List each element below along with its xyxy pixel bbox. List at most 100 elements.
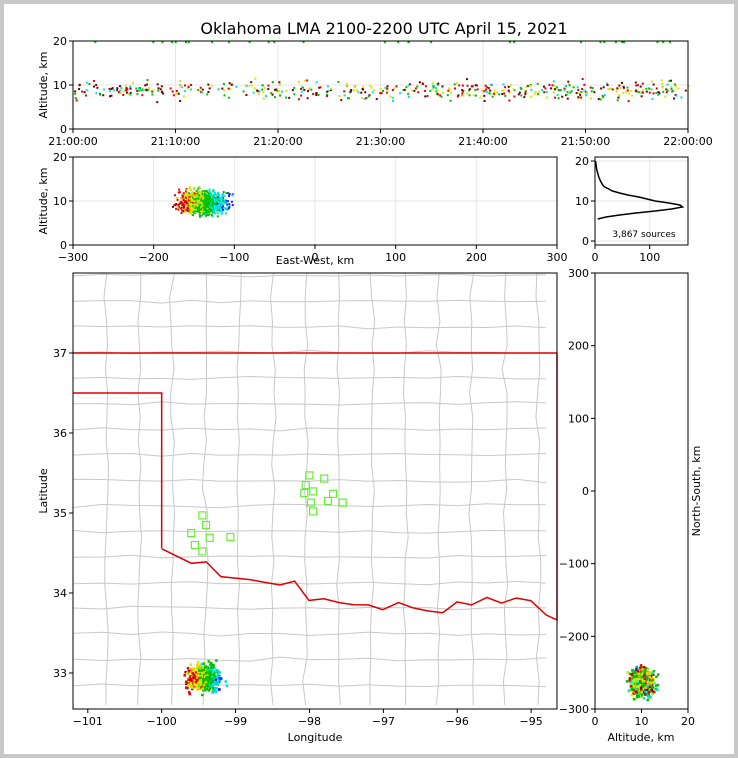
data-point (386, 87, 389, 90)
data-point (579, 41, 582, 43)
data-point (228, 88, 231, 91)
data-point (193, 681, 196, 685)
data-point (536, 82, 539, 85)
data-point (483, 99, 486, 102)
data-point (395, 85, 398, 88)
data-point (213, 197, 216, 200)
data-point (641, 678, 644, 681)
data-point (450, 91, 453, 94)
data-point (559, 89, 562, 92)
data-point (557, 88, 560, 91)
data-point (644, 667, 648, 670)
y-tick-label: 20 (53, 35, 67, 48)
data-point (171, 90, 174, 93)
y-tick-label: 200 (568, 340, 589, 353)
data-point (607, 88, 610, 91)
data-point (175, 196, 178, 199)
data-point (629, 685, 633, 688)
data-point (193, 192, 196, 195)
data-point (122, 93, 125, 96)
data-point (209, 192, 212, 195)
data-point (310, 88, 313, 91)
data-point (656, 41, 659, 43)
data-point (636, 669, 640, 673)
data-point (202, 666, 206, 670)
data-point (205, 213, 208, 216)
data-point (543, 91, 546, 94)
data-point (248, 41, 251, 43)
data-point (554, 88, 557, 91)
data-point (221, 195, 224, 198)
data-point (357, 91, 360, 94)
data-point (187, 87, 190, 90)
data-point (222, 199, 225, 202)
y-tick-label: 300 (568, 267, 589, 280)
data-point (423, 89, 426, 92)
data-point (640, 673, 644, 677)
county-line (72, 656, 546, 662)
data-point (408, 83, 411, 86)
data-point (211, 687, 215, 690)
data-point (138, 89, 141, 92)
county-line (72, 631, 546, 637)
data-point (533, 93, 536, 96)
data-point (218, 199, 221, 202)
data-point (462, 90, 465, 93)
data-point (78, 88, 81, 91)
data-point (196, 203, 199, 206)
county-line (501, 272, 509, 706)
data-point (185, 193, 188, 196)
data-point (92, 85, 95, 88)
data-point (213, 200, 216, 203)
data-point (524, 91, 527, 94)
data-point (648, 687, 651, 691)
data-point (219, 206, 222, 209)
data-point (119, 85, 122, 88)
data-point (275, 89, 278, 92)
data-point (75, 99, 78, 102)
data-point (141, 94, 144, 97)
data-point (552, 91, 555, 94)
data-point (181, 202, 184, 205)
data-point (200, 214, 203, 217)
data-point (186, 196, 189, 199)
data-point (151, 93, 154, 96)
data-point (211, 685, 214, 688)
data-point (418, 81, 421, 84)
data-point (641, 685, 645, 688)
data-point (220, 212, 223, 215)
data-point (644, 686, 647, 690)
data-point (146, 79, 149, 82)
data-point (189, 88, 192, 91)
data-point (326, 93, 329, 96)
data-point (487, 87, 490, 90)
data-point (565, 93, 568, 96)
data-point (204, 666, 208, 669)
data-point (74, 90, 77, 93)
data-point (362, 86, 365, 89)
data-point (317, 93, 320, 96)
state-border-red-river (161, 548, 557, 621)
data-point (640, 95, 643, 98)
data-point (129, 91, 132, 94)
data-point (637, 677, 640, 681)
data-point (493, 89, 496, 92)
data-point (630, 681, 634, 685)
data-point (187, 673, 191, 677)
data-point (436, 93, 439, 96)
data-point (479, 96, 482, 99)
data-point (407, 92, 410, 95)
data-point (200, 199, 203, 202)
data-point (637, 680, 641, 684)
data-point (603, 41, 606, 43)
data-point (628, 672, 632, 676)
data-point (652, 681, 655, 684)
data-point (325, 95, 328, 98)
data-point (491, 95, 494, 98)
station-marker (323, 496, 333, 506)
northsouth-xlabel: Altitude, km (607, 731, 674, 744)
data-point (513, 95, 516, 98)
data-point (184, 670, 187, 674)
data-point (245, 84, 248, 87)
data-point (219, 677, 223, 680)
